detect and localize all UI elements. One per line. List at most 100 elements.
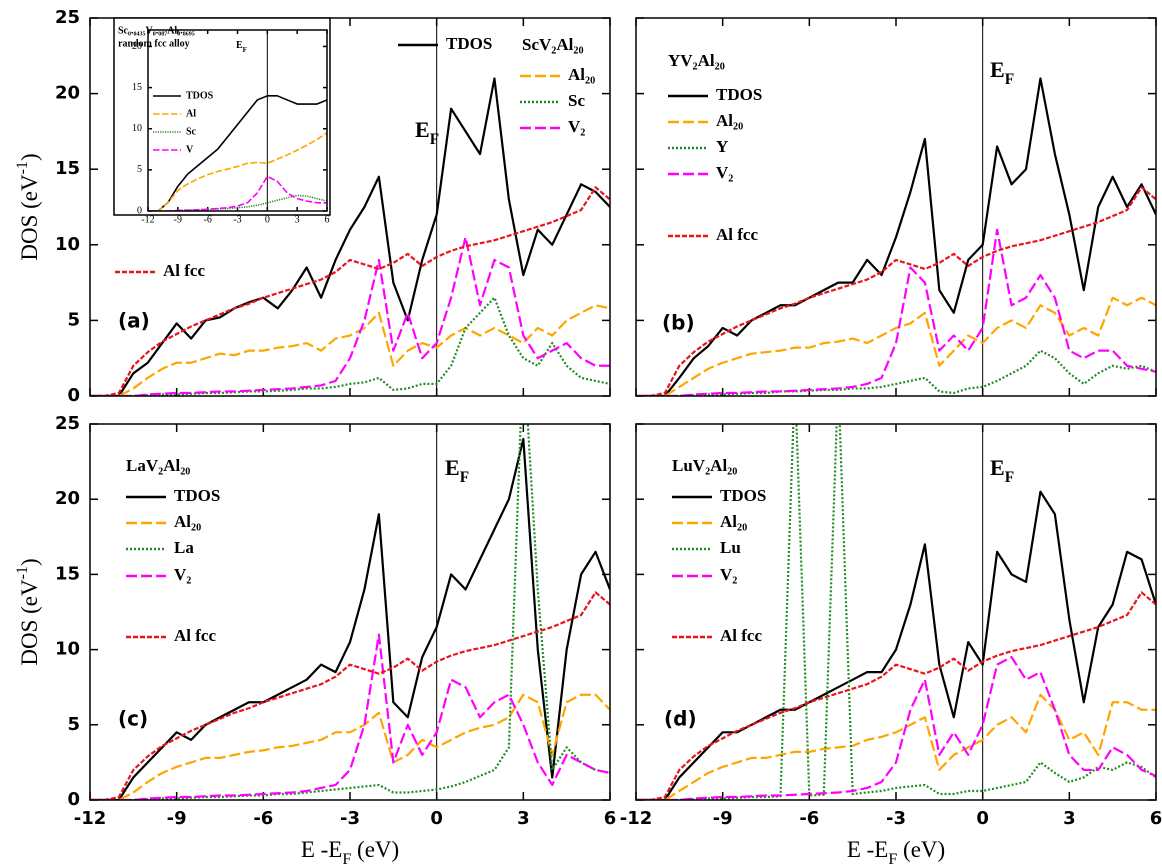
y-tick-label: 5 (67, 714, 80, 735)
fermi-label-main: E (990, 455, 1005, 480)
legend-label: V₂ (568, 117, 585, 136)
legend-label: TDOS (174, 486, 220, 505)
x-tick-label: -6 (799, 808, 819, 829)
fermi-label-main: E (990, 57, 1005, 82)
y-tick-label: 0 (67, 385, 80, 406)
legend-label: Al₂₀ (716, 111, 743, 130)
x-tick-label: -3 (886, 808, 906, 829)
y-tick-label: 15 (55, 563, 80, 584)
series-line (90, 591, 610, 800)
legend-label: V (186, 144, 194, 155)
legend-label: TDOS (446, 34, 492, 53)
legend-label: Al₂₀ (568, 65, 595, 84)
series-line (90, 304, 610, 396)
fermi-label-sub: F (1005, 71, 1014, 88)
y-axis-label-end: ) (17, 153, 42, 161)
fermi-label-main: E (415, 117, 430, 142)
series-line (636, 186, 1156, 396)
y-tick-label: 15 (132, 82, 142, 93)
y-tick-label: 20 (55, 488, 80, 509)
y-axis-label-end: ) (17, 558, 42, 566)
compound-label: LuV₂Al₂₀ (672, 456, 737, 475)
fermi-label: EF (445, 455, 469, 486)
y-axis-label-sup: -1 (14, 161, 31, 174)
legend-label: V₂ (174, 565, 191, 584)
fermi-label: EF (415, 117, 439, 148)
x-tick-label: -12 (620, 808, 653, 829)
series-line (636, 490, 1156, 800)
legend-label: Y (716, 137, 728, 156)
x-tick-label: -6 (253, 808, 273, 829)
plot-frame (635, 423, 1157, 801)
fermi-label-sub: F (1005, 469, 1014, 486)
x-axis-label: E -EF (eV) (301, 837, 399, 868)
series-line (90, 186, 610, 396)
legend-label: TDOS (716, 85, 762, 104)
x-tick-label: -9 (713, 808, 733, 829)
legend-label: Al fcc (720, 626, 762, 645)
series-line (90, 424, 610, 800)
panel-label: (c) (118, 707, 148, 731)
y-tick-label: 10 (55, 234, 80, 255)
legend-label: Al fcc (174, 626, 216, 645)
legend-label: Sc (568, 91, 585, 110)
series-line (636, 424, 1156, 800)
panel-label: (a) (118, 309, 150, 333)
plot-frame (635, 17, 1157, 397)
legend-label: Al (186, 108, 196, 119)
y-tick-label: 25 (55, 7, 80, 28)
x-tick-label: 0 (976, 808, 989, 829)
compound-label: ScV₂Al₂₀ (522, 35, 584, 54)
inset-title: random fcc alloy (118, 38, 190, 49)
series-line (90, 633, 610, 800)
series-line (90, 296, 610, 396)
y-tick-label: 15 (55, 158, 80, 179)
x-tick-label: -12 (74, 808, 107, 829)
plot-frame (89, 423, 611, 801)
compound-label: YV₂Al₂₀ (668, 51, 725, 70)
fermi-label-sub: F (430, 131, 439, 148)
series-line (90, 236, 610, 396)
y-tick-label: 0 (137, 205, 142, 216)
legend-label: Al₂₀ (720, 512, 747, 531)
x-axis-label: E -EF (eV) (847, 837, 945, 868)
x-tick-label: 6 (325, 214, 330, 225)
x-tick-label: -3 (340, 808, 360, 829)
x-tick-label: -3 (233, 214, 241, 225)
series-line (636, 656, 1156, 800)
x-tick-label: 3 (517, 808, 530, 829)
x-axis-label-main: E -E (847, 837, 889, 862)
legend-label: Al fcc (163, 261, 205, 280)
y-axis-label-sup: -1 (14, 566, 31, 579)
x-tick-label: 0 (430, 808, 443, 829)
series-line (148, 95, 327, 211)
legend-label: La (174, 538, 194, 557)
legend-label: V₂ (716, 163, 733, 182)
x-tick-label: 6 (604, 808, 617, 829)
y-axis-label-main: DOS (eV (17, 579, 42, 666)
legend-label: Al₂₀ (174, 512, 201, 531)
y-tick-label: 10 (132, 123, 142, 134)
panel-label: (d) (664, 707, 697, 731)
x-tick-label: -12 (141, 214, 154, 225)
fermi-label: EF (990, 455, 1014, 486)
series-line (636, 228, 1156, 396)
series-line (90, 77, 610, 396)
x-axis-label-end: (eV) (897, 837, 945, 862)
plot-frame (89, 17, 611, 397)
y-axis-label: DOS (eV-1) (14, 153, 42, 260)
inset-box (113, 17, 331, 216)
legend-label: Lu (720, 538, 741, 557)
y-tick-label: 5 (137, 164, 142, 175)
y-tick-label: 20 (55, 83, 80, 104)
y-tick-label: 25 (55, 413, 80, 434)
fermi-label-sub: F (460, 469, 469, 486)
x-axis-label-end: (eV) (351, 837, 399, 862)
series-line (636, 77, 1156, 396)
y-axis-label-main: DOS (eV (17, 174, 42, 261)
fermi-label-sub: F (243, 46, 247, 54)
x-tick-label: -9 (174, 214, 182, 225)
x-tick-label: 3 (1063, 808, 1076, 829)
y-tick-label: 0 (67, 789, 80, 810)
